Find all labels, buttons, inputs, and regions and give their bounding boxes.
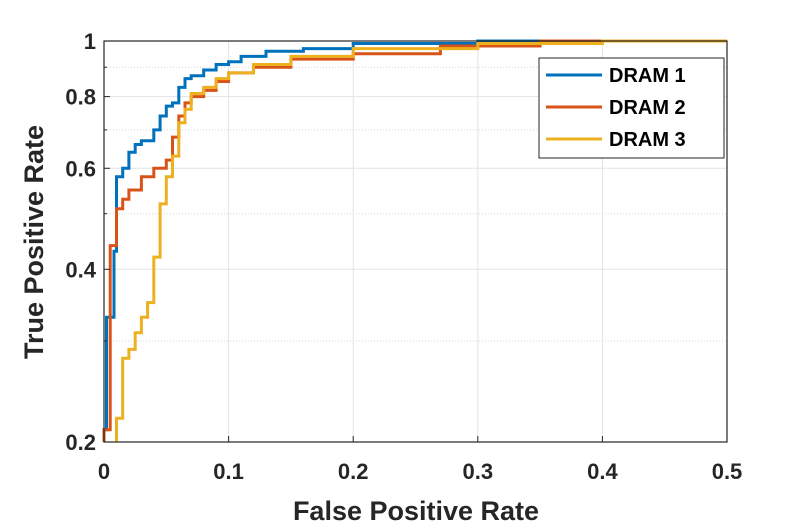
series-line-3 <box>115 39 727 442</box>
legend-label-3: DRAM 3 <box>609 129 686 151</box>
y-axis-label: True Positive Rate <box>19 125 49 359</box>
x-axis-label: False Positive Rate <box>293 496 539 526</box>
legend-label-1: DRAM 1 <box>609 65 686 87</box>
legend-items: DRAM 1 DRAM 2 DRAM 3 <box>546 65 686 151</box>
legend: DRAM 1 DRAM 2 DRAM 3 <box>538 57 725 159</box>
y-tick-label-2: 0.6 <box>65 156 96 181</box>
x-tick-label-3: 0.3 <box>463 459 494 484</box>
x-tick-label-1: 0.1 <box>213 459 244 484</box>
x-axis-ticks: 0 0.1 0.2 0.3 0.4 0.5 <box>98 436 742 484</box>
x-tick-label-2: 0.2 <box>338 459 369 484</box>
y-tick-label-0: 0.2 <box>65 430 96 455</box>
y-tick-label-4: 1 <box>84 29 96 54</box>
series-line-1 <box>102 39 727 442</box>
y-axis-ticks: 0.2 0.4 0.6 0.8 1 <box>65 29 110 455</box>
x-tick-label-5: 0.5 <box>712 459 743 484</box>
series-lines <box>102 39 727 442</box>
x-tick-label-0: 0 <box>98 459 110 484</box>
y-tick-label-3: 0.8 <box>65 85 96 110</box>
x-tick-label-4: 0.4 <box>587 459 618 484</box>
legend-label-2: DRAM 2 <box>609 97 686 119</box>
y-tick-label-1: 0.4 <box>65 257 96 282</box>
plot-frame <box>103 40 728 443</box>
